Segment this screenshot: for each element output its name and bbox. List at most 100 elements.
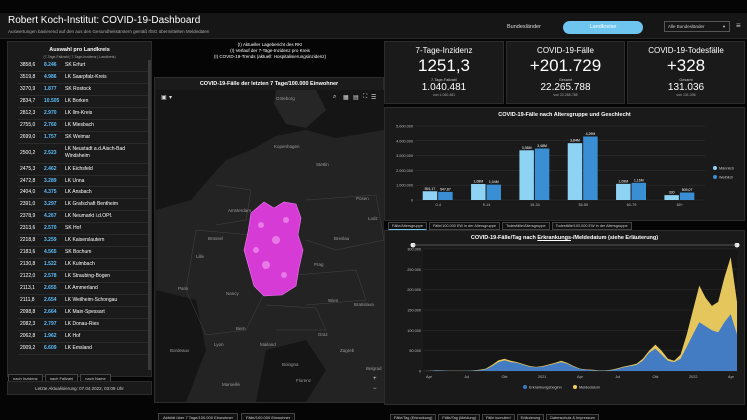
kpi-tote-title: COVID-19-Todesfälle — [648, 46, 724, 55]
map-view[interactable]: Göteborg Kopenhagen Stettin Posen Amsterdam B… — [156, 90, 384, 402]
map-tab-1[interactable]: Fälle/100.000 Einwohner — [240, 413, 296, 420]
bar-15-34-w[interactable] — [534, 148, 550, 200]
landkreis-row[interactable]: 2062,8 1.962 LK Hof — [18, 331, 148, 343]
map-city-label: Prag — [314, 262, 324, 267]
tab-landkreise[interactable]: Landkreise — [563, 21, 643, 34]
map-title: COVID-19-Fälle der letzten 7 Tage/100.00… — [199, 81, 339, 87]
landkreis-row[interactable]: 2183,6 4.565 SK Bochum — [18, 247, 148, 260]
bar-0-4-m[interactable] — [422, 191, 438, 200]
zoom-in-button[interactable]: + — [373, 376, 377, 382]
bar-0-4-w[interactable] — [438, 191, 453, 200]
row-cases: 4.565 — [44, 249, 57, 256]
landkreis-row[interactable]: 3519,8 4.986 LK Saarpfalz-Kreis — [18, 72, 148, 84]
notice-lagebericht-link[interactable]: (!) Aktueller Lagebericht des RKI — [237, 42, 303, 47]
map-grid-icon[interactable]: ▦ — [343, 95, 349, 101]
germany-incidence-region — [243, 201, 304, 297]
landkreis-row[interactable]: 2009,2 6.609 LK Emsland — [18, 343, 148, 355]
bar-80+-m[interactable] — [664, 195, 679, 200]
bar-35-59-m[interactable] — [567, 143, 583, 200]
bar-35-59-w[interactable] — [583, 136, 598, 200]
map-layers-icon[interactable]: ▣ — [161, 95, 167, 101]
y-tick-label: 150.000 — [407, 309, 421, 313]
bar-60-79-m[interactable] — [616, 183, 631, 200]
landkreis-row[interactable]: 3858,6 8.246 SK Erfurt — [18, 60, 148, 72]
y-tick-label: 3.000.000 — [396, 154, 413, 158]
row-name: LK Weilheim-Schongau — [65, 296, 118, 303]
landkreis-row[interactable]: 2113,1 2.655 LK Ammerland — [18, 283, 148, 295]
bar-5-14-w[interactable] — [486, 184, 501, 200]
landkreis-row[interactable]: 2098,8 2.664 LK Main-Spessart — [18, 307, 148, 319]
landkreis-row[interactable]: 2130,8 1.522 LK Kulmbach — [18, 259, 148, 271]
tab-bundeslaender[interactable]: Bundesländer — [507, 24, 541, 30]
zoom-out-button[interactable]: − — [373, 386, 377, 392]
landkreis-list-panel: Auswahl pro Landkreis (7-Tage-Fallzahl |… — [7, 41, 152, 377]
landkreis-row[interactable]: 2834,7 10.505 LK Borken — [18, 96, 148, 108]
bar-15-34-m[interactable] — [519, 150, 534, 200]
row-incidence: 2218,8 — [20, 237, 36, 244]
epi-chart-tab-0[interactable]: Fälle/Tag (Erkrankung) — [390, 414, 437, 420]
x-tick-label: 2022 — [689, 375, 697, 379]
row-incidence: 2500,2 — [20, 149, 36, 156]
epi-chart-title: COVID-19-Fälle/Tag nach Erkrankungs-/Mel… — [385, 235, 744, 241]
landkreis-row[interactable]: 3270,9 1.877 SK Rostock — [18, 84, 148, 96]
y-tick-label: 250.000 — [407, 268, 421, 272]
y-tick-label: 50.000 — [409, 349, 421, 353]
bar-60-79-w[interactable] — [631, 182, 646, 200]
age-chart-tab-1[interactable]: Fälle/100.000 EW in der Altersgruppe — [428, 222, 500, 230]
age-chart-tab-3[interactable]: Todesfälle/100.000 EW in der Altersgrupp… — [551, 222, 632, 230]
epi-chart-tab-2[interactable]: Fälle kumuliert — [481, 414, 515, 420]
row-incidence: 2122,0 — [20, 273, 36, 279]
kpi-tote-sub-foot: von 131.036 — [676, 93, 696, 97]
landkreis-row[interactable]: 2500,2 2.523 LK Neustadt a.d.Aisch-Bad Win… — [18, 144, 148, 164]
map-city-label: Graz — [318, 332, 329, 337]
map-city-label: Paris — [178, 286, 189, 291]
row-incidence: 3858,6 — [20, 62, 36, 68]
landkreis-row[interactable]: 2111,8 2.654 LK Weilheim-Schongau — [18, 295, 148, 307]
map-city-label: Posen — [356, 196, 369, 201]
notice-trends-link[interactable]: (!) COVID-19-Trends (aktuell: Hospitalis… — [213, 54, 327, 59]
notice-verlauf-link[interactable]: (!) Verlauf der 7-Tage-Inzidenz pro Krei… — [230, 48, 310, 53]
epi-chart-tab-3[interactable]: Erläuterung — [516, 414, 545, 420]
row-cases: 2.654 — [44, 296, 57, 303]
landkreis-row[interactable]: 2475,3 2.462 LK Eichsfeld — [18, 164, 148, 176]
bar-80+-w[interactable] — [679, 192, 695, 200]
bar-data-label: 1,08M — [473, 180, 483, 184]
landkreis-row[interactable]: 2313,6 2.570 SK Hof — [18, 223, 148, 236]
landkreis-row[interactable]: 2082,3 2.797 LK Donau-Ries — [18, 319, 148, 331]
landkreis-row[interactable]: 2755,0 2.760 LK Miesbach — [18, 120, 148, 132]
list-title: Auswahl pro Landkreis — [49, 47, 110, 53]
kpi-faelle-sub-value: 22.265.788 — [540, 82, 591, 93]
landkreis-row[interactable]: 2404,0 4.375 LK Ansbach — [18, 187, 148, 200]
legend-label: Erkrankungsbeginn — [529, 386, 562, 390]
last-update: Letzte Aktualisierung: 07.04.2022, 03:09… — [7, 381, 152, 395]
map-fullscreen-icon[interactable]: ⛶ — [363, 94, 368, 100]
bundesland-select[interactable]: Alle Bundesländer ▼ — [664, 21, 730, 32]
map-tabs: Abbildt über 7 Tage/100.000 Einwohner Fäl… — [158, 406, 298, 420]
row-name: LK Neustadt a.d.Aisch-Bad Windsheim — [65, 145, 126, 159]
chevron-down-icon[interactable]: ▾ — [169, 95, 173, 101]
landkreis-row[interactable]: 2472,8 3.289 LK Unna — [18, 176, 148, 188]
map-list-icon[interactable]: ☰ — [371, 95, 377, 101]
epi-area-chart[interactable]: 300.000 250.000 200.000 150.000 100.000 50.00… — [385, 243, 744, 403]
landkreis-row[interactable]: 2699,0 1.757 SK Weimar — [18, 132, 148, 144]
row-incidence: 2130,8 — [20, 261, 36, 268]
menu-icon[interactable]: ≡ — [736, 21, 741, 30]
row-cases: 4.986 — [44, 73, 57, 80]
landkreis-row[interactable]: 2812,3 2.970 LK Ilm-Kreis — [18, 108, 148, 120]
landkreis-row[interactable]: 2378,9 4.267 LK Neumarkt i.d.OPf. — [18, 211, 148, 224]
map-search-icon[interactable]: ⌕ — [333, 94, 337, 100]
map-city-label: Lyon — [214, 342, 224, 347]
list-scrollbar[interactable] — [148, 60, 151, 370]
map-tab-0[interactable]: Abbildt über 7 Tage/100.000 Einwohner — [158, 413, 238, 420]
row-cases: 4.267 — [44, 213, 57, 220]
epi-chart-tab-4[interactable]: Datenschutz & Impressum — [546, 414, 599, 420]
landkreis-row[interactable]: 2218,8 3.259 LK Kaiserslautern — [18, 235, 148, 248]
bar-5-14-m[interactable] — [471, 184, 486, 200]
landkreis-row[interactable]: 2391,0 3.297 LK Grafschaft Bentheim — [18, 199, 148, 212]
list-tabs: nach Inzidenz nach Fallzahl nach Name — [8, 367, 113, 384]
age-chart-tab-2[interactable]: Todesfälle/Altersgruppe — [501, 222, 550, 230]
landkreis-row[interactable]: 2122,0 2.578 LK Straubing-Bogen — [18, 271, 148, 283]
epi-chart-tab-1[interactable]: Fälle/Tag (Meldung) — [438, 414, 480, 420]
map-print-icon[interactable]: ▤ — [353, 95, 359, 101]
legend-swatch — [573, 385, 577, 389]
